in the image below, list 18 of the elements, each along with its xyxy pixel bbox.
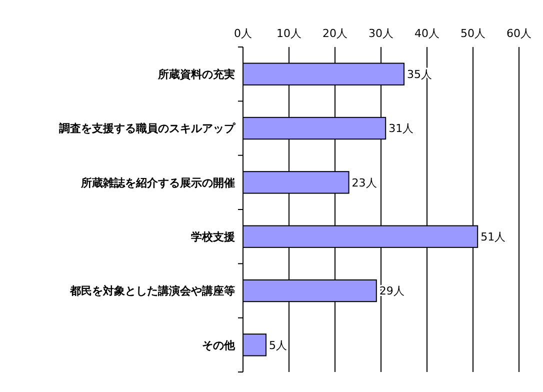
data-label: 23人 (352, 176, 377, 190)
data-label: 51人 (480, 230, 506, 244)
x-tick-label: 20人 (322, 27, 348, 40)
data-label: 31人 (388, 122, 414, 136)
y-tick-label: 所蔵雑誌を紹介する展示の開催 (80, 176, 235, 190)
y-tick-label: 学校支援 (191, 230, 235, 244)
y-tick-label: その他 (202, 338, 236, 352)
y-tick-label: 調査を支援する職員のスキルアップ (59, 122, 236, 136)
x-tick-label: 30人 (368, 27, 394, 40)
x-tick-label: 40人 (414, 27, 440, 40)
bar (242, 334, 266, 356)
y-tick-label: 所蔵資料の充実 (157, 68, 235, 81)
y-tick-label: 都民を対象とした講演会や講座等 (69, 284, 235, 298)
x-tick-label: 60人 (506, 27, 532, 40)
data-label: 5人 (269, 338, 287, 352)
x-tick-label: 0人 (234, 27, 252, 40)
x-tick-label: 50人 (460, 27, 486, 40)
x-tick-label: 10人 (276, 27, 302, 40)
